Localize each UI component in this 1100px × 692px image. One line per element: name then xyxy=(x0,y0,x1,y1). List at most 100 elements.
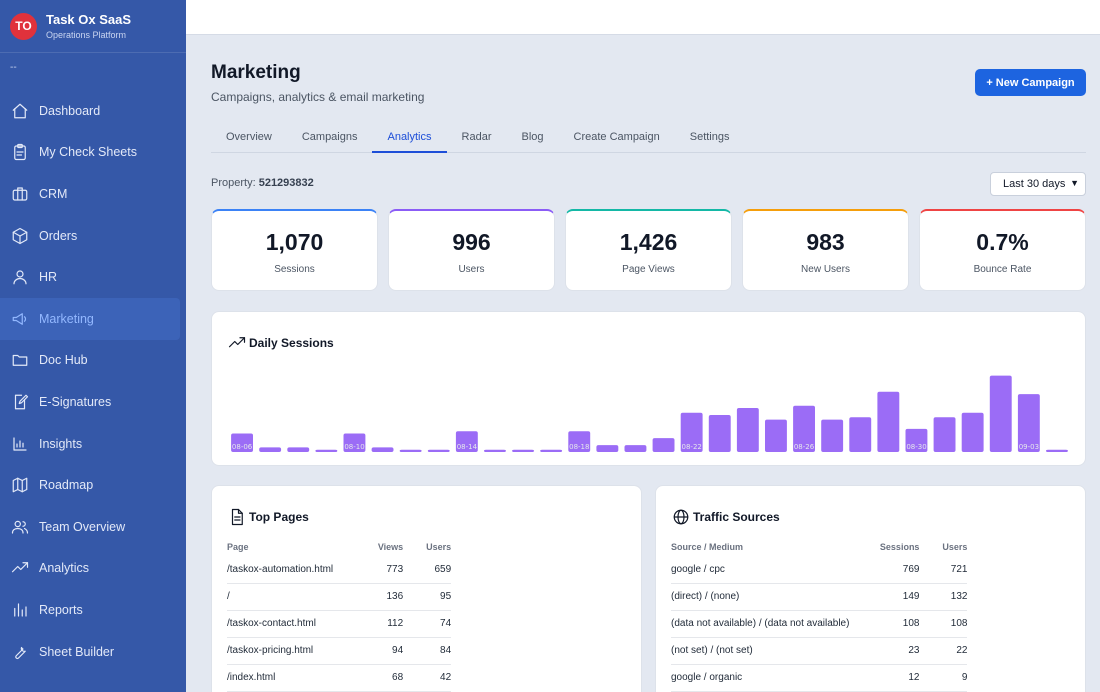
table-row[interactable]: (not set) / (not set) 23 22 xyxy=(671,637,968,665)
sidebar-item-e-signatures[interactable]: E-Signatures xyxy=(0,381,186,423)
chart-bar[interactable] xyxy=(231,433,253,453)
stat-card-page-views: 1,426 Page Views xyxy=(565,209,732,291)
sidebar-collapse-toggle[interactable]: -- xyxy=(10,62,17,73)
sidebar-item-analytics[interactable]: Analytics xyxy=(0,548,186,590)
sidebar-item-hr[interactable]: HR xyxy=(0,256,186,298)
table-cell: 149 xyxy=(849,583,920,611)
stat-value: 996 xyxy=(452,229,491,255)
chart-bar[interactable] xyxy=(399,449,422,452)
table-cell: 22 xyxy=(919,637,968,665)
tab-campaigns[interactable]: Campaigns xyxy=(301,131,358,143)
chart-bar[interactable] xyxy=(680,412,703,452)
sidebar-item-marketing[interactable]: Marketing xyxy=(0,297,180,340)
sidebar-item-team-overview[interactable]: Team Overview xyxy=(0,506,186,548)
sidebar-item-insights[interactable]: Insights xyxy=(0,423,186,465)
sidebar-item-label: Insights xyxy=(39,436,83,451)
table-cell: 68 xyxy=(333,664,404,692)
table-row[interactable]: /taskox-pricing.html 94 84 xyxy=(227,637,452,665)
table-cell: /index.html xyxy=(227,664,334,692)
table-row[interactable]: google / cpc 769 721 xyxy=(671,556,968,584)
chart-bar[interactable] xyxy=(1046,449,1068,452)
sidebar-item-doc-hub[interactable]: Doc Hub xyxy=(0,340,186,382)
chart-bar[interactable] xyxy=(821,419,844,452)
table-cell: 84 xyxy=(403,637,452,665)
sidebar-item-reports[interactable]: Reports xyxy=(0,589,186,631)
table-cell: 132 xyxy=(919,583,968,611)
table-row[interactable]: (direct) / (none) 149 132 xyxy=(671,583,968,611)
column-header: Sessions xyxy=(879,542,920,552)
document-icon xyxy=(231,508,243,526)
table-cell: 95 xyxy=(403,583,452,611)
sidebar-item-crm[interactable]: CRM xyxy=(0,173,186,215)
date-range-select[interactable]: Last 30 days ▼ xyxy=(990,172,1086,196)
chart-bar[interactable] xyxy=(512,449,534,452)
sidebar-item-sheet-builder[interactable]: Sheet Builder xyxy=(0,631,186,673)
chart-bar[interactable] xyxy=(793,405,815,452)
briefcase-icon xyxy=(10,184,30,204)
chart-bar[interactable] xyxy=(259,447,282,452)
column-header: Source / Medium xyxy=(671,542,744,552)
table-row[interactable]: /index.html 68 42 xyxy=(227,664,452,692)
chart-bar[interactable] xyxy=(484,449,506,452)
x-tick-label: 08-06 xyxy=(232,443,253,451)
chart-bar[interactable] xyxy=(568,431,591,452)
tab-overview[interactable]: Overview xyxy=(226,131,272,143)
chart-bar[interactable] xyxy=(933,417,956,452)
table-cell: 12 xyxy=(849,664,920,692)
tab-create-campaign[interactable]: Create Campaign xyxy=(573,131,660,143)
chart-bar[interactable] xyxy=(315,449,338,452)
new-campaign-button[interactable]: + New Campaign xyxy=(975,69,1086,96)
tab-settings[interactable]: Settings xyxy=(689,131,730,143)
stat-value: 1,070 xyxy=(265,229,324,255)
stat-card-bounce-rate: 0.7% Bounce Rate xyxy=(919,209,1086,291)
table-row[interactable]: /taskox-contact.html 112 74 xyxy=(227,610,452,638)
tab-blog[interactable]: Blog xyxy=(521,131,544,143)
trend-icon xyxy=(10,558,30,578)
chart-bar[interactable] xyxy=(765,419,787,452)
traffic-sources-card: Traffic Sources Source / Medium Sessions U… xyxy=(655,485,1086,692)
table-cell: /taskox-pricing.html xyxy=(227,637,334,665)
chart-bar[interactable] xyxy=(540,449,563,452)
chart-bar[interactable] xyxy=(849,417,872,452)
chart-bar[interactable] xyxy=(343,433,366,453)
box-icon xyxy=(10,226,30,246)
chart-bar[interactable] xyxy=(596,445,619,452)
brand[interactable]: TO Task Ox SaaS Operations Platform xyxy=(0,0,186,53)
chart-bar[interactable] xyxy=(1017,394,1040,452)
globe-icon xyxy=(673,509,689,525)
chart-bar[interactable] xyxy=(961,412,984,452)
sidebar-item-label: Dashboard xyxy=(39,103,101,118)
sidebar-item-label: HR xyxy=(39,270,58,285)
chart-bar[interactable] xyxy=(371,447,394,452)
stat-value: 983 xyxy=(806,229,845,255)
sidebar-item-dashboard[interactable]: Dashboard xyxy=(0,90,186,132)
chart-bar[interactable] xyxy=(287,447,310,452)
sidebar-item-orders[interactable]: Orders xyxy=(0,215,186,257)
chart-bar[interactable] xyxy=(905,428,928,452)
table-cell: 721 xyxy=(919,556,968,584)
top-bar xyxy=(186,0,1100,35)
chart-bar[interactable] xyxy=(708,415,731,452)
chart-bar[interactable] xyxy=(652,438,675,452)
table-row[interactable]: /taskox-automation.html 773 659 xyxy=(227,556,452,584)
tab-radar[interactable]: Radar xyxy=(461,131,492,143)
chart-bar[interactable] xyxy=(624,445,647,452)
table-row[interactable]: google / organic 12 9 xyxy=(671,664,968,692)
stat-label: Sessions xyxy=(274,264,315,275)
chart-bar[interactable] xyxy=(427,449,450,452)
tab-analytics[interactable]: Analytics xyxy=(372,127,447,153)
reports-icon xyxy=(10,600,30,620)
table-row[interactable]: (data not available) / (data not availab… xyxy=(671,610,968,638)
folder-icon xyxy=(10,350,30,370)
chart-bar[interactable] xyxy=(877,391,900,452)
column-header: Users xyxy=(426,542,452,552)
sidebar-item-label: Marketing xyxy=(39,311,94,326)
chart-bar[interactable] xyxy=(455,431,478,452)
table-row[interactable]: /136 95 xyxy=(227,583,452,611)
table-cell: (data not available) / (data not availab… xyxy=(671,610,850,638)
sidebar-item-roadmap[interactable]: Roadmap xyxy=(0,464,186,506)
chart-bar[interactable] xyxy=(989,375,1012,452)
sidebar-item-my-check-sheets[interactable]: My Check Sheets xyxy=(0,132,186,174)
chart-title: Daily Sessions xyxy=(249,336,334,350)
chart-bar[interactable] xyxy=(736,408,759,452)
